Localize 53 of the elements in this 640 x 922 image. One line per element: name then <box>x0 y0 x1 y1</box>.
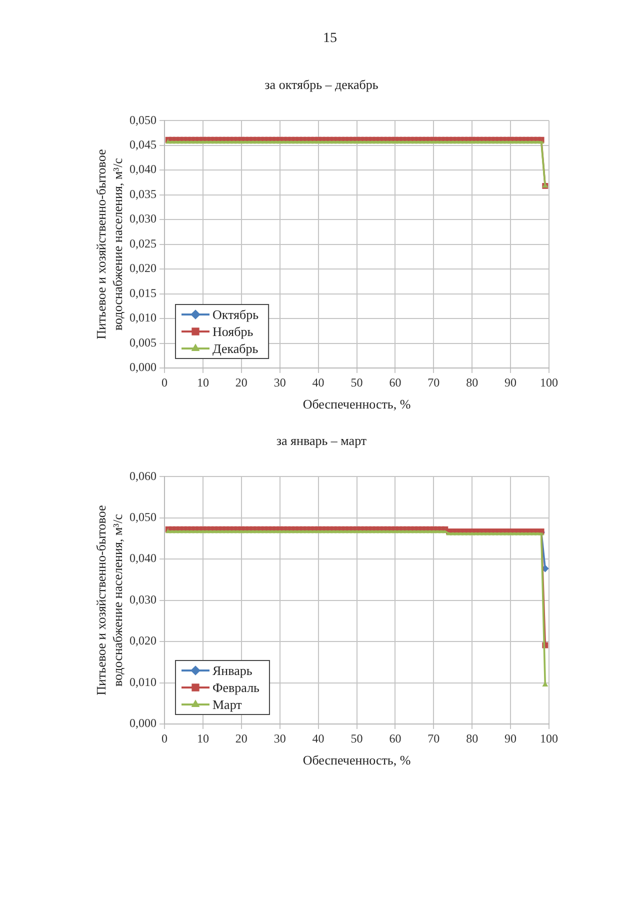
x-tick-label: 70 <box>428 731 440 746</box>
legend-label: Ноябрь <box>212 324 254 339</box>
x-tick-label: 60 <box>389 731 402 746</box>
x-tick-label: 100 <box>540 375 558 390</box>
y-tick-label: 0,015 <box>130 286 156 300</box>
y-axis-title: Питьевое и хозяйственно-бытовое водоснабжение населения, м³/с <box>94 505 125 696</box>
y-tick-label: 0,000 <box>130 360 156 374</box>
x-tick-label: 90 <box>504 731 517 746</box>
x-tick-label: 70 <box>428 375 440 390</box>
x-tick-label: 0 <box>162 375 168 390</box>
y-tick-label: 0,050 <box>130 112 156 127</box>
legend-label: Декабрь <box>212 340 258 356</box>
chart-title: за январь – март <box>276 433 367 448</box>
x-tick-label: 0 <box>162 731 168 746</box>
x-tick-label: 50 <box>350 375 363 390</box>
x-tick-label: 90 <box>504 375 517 390</box>
x-axis-title: Обеспеченность, % <box>302 752 411 768</box>
y-tick-label: 0,045 <box>130 137 156 152</box>
legend-label: Февраль <box>212 680 260 695</box>
x-tick-label: 100 <box>540 731 558 746</box>
y-tick-label: 0,030 <box>130 592 156 606</box>
y-tick-label: 0,010 <box>130 310 156 325</box>
text: 15 <box>322 31 338 47</box>
y-tick-label: 0,005 <box>130 335 156 350</box>
y-tick-label: 0,010 <box>130 674 156 689</box>
y-tick-label: 0,050 <box>130 510 156 524</box>
x-tick-label: 50 <box>350 731 363 746</box>
y-tick-label: 0,020 <box>130 634 156 648</box>
x-tick-label: 60 <box>389 375 402 390</box>
x-tick-label: 80 <box>466 375 478 390</box>
x-tick-label: 20 <box>235 375 248 390</box>
y-tick-label: 0,060 <box>130 468 156 483</box>
y-tick-label: 0,020 <box>130 261 156 276</box>
x-tick-label: 30 <box>274 375 286 390</box>
y-tick-label: 0,000 <box>130 716 156 730</box>
x-tick-label: 10 <box>196 731 209 746</box>
legend-label: Октябрь <box>212 306 259 322</box>
y-tick-label: 0,030 <box>130 212 156 226</box>
y-axis-title: Питьевое и хозяйственно-бытовое водоснабжение населения, м³/с <box>94 149 125 340</box>
y-tick-label: 0,035 <box>130 186 156 201</box>
y-tick-label: 0,040 <box>130 551 156 566</box>
chart-title: за октябрь – декабрь <box>264 77 378 92</box>
x-tick-label: 20 <box>235 731 248 746</box>
x-tick-label: 30 <box>274 731 286 746</box>
x-tick-label: 40 <box>312 375 324 390</box>
legend-label: Март <box>212 696 242 712</box>
legend-label: Январь <box>212 662 252 678</box>
y-tick-label: 0,040 <box>130 162 156 176</box>
x-axis-title: Обеспеченность, % <box>302 396 411 412</box>
x-tick-label: 80 <box>466 731 478 746</box>
y-tick-label: 0,025 <box>130 236 156 250</box>
x-tick-label: 10 <box>196 375 209 390</box>
x-tick-label: 40 <box>312 731 324 746</box>
